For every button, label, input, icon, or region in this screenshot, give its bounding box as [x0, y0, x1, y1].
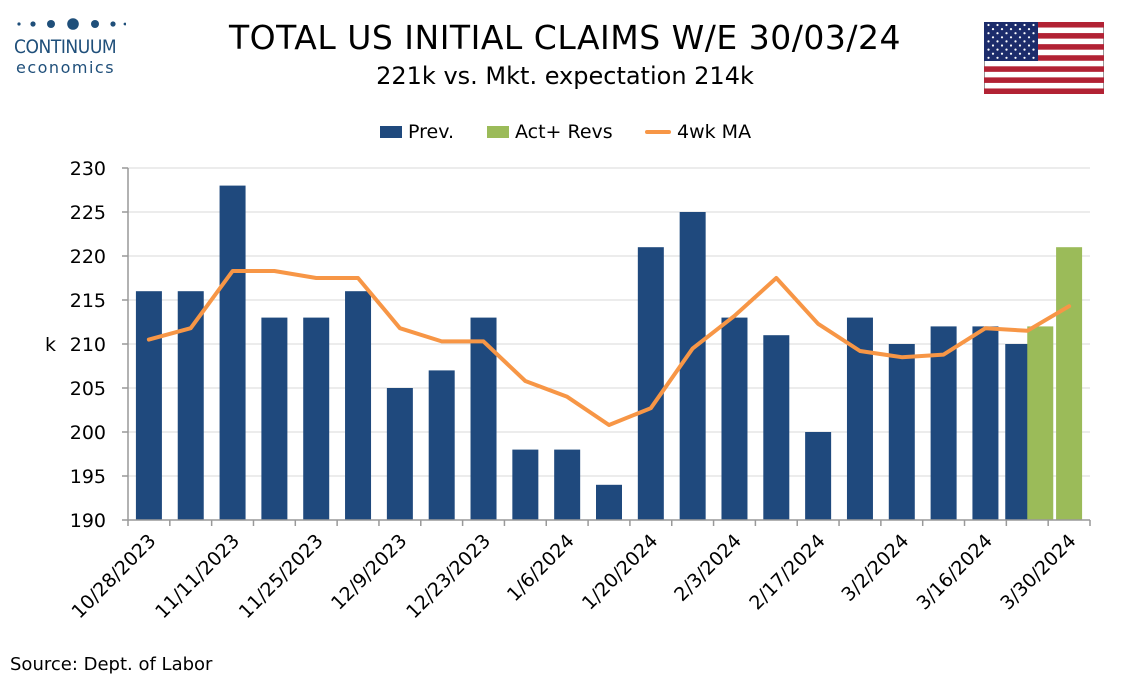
- bar-prev: [972, 326, 999, 520]
- bars-layer: [135, 185, 1083, 520]
- bar-prev: [763, 335, 790, 520]
- legend-item-act: Act+ Revs: [487, 118, 613, 146]
- bar-prev: [930, 326, 957, 520]
- legend-item-ma: 4wk MA: [645, 118, 751, 146]
- x-tick-label: 3/2/2024: [837, 530, 913, 606]
- bar-prev: [805, 432, 832, 520]
- y-tick-label: 215: [70, 290, 106, 312]
- bar-prev: [1005, 344, 1032, 520]
- bar-prev: [888, 344, 915, 520]
- legend-label-ma: 4wk MA: [677, 121, 752, 143]
- legend-swatch-prev: [380, 126, 402, 138]
- x-tick-label: 3/16/2024: [913, 530, 997, 614]
- bar-act: [1027, 326, 1054, 520]
- bar-prev: [135, 291, 162, 520]
- bar-prev: [386, 388, 413, 520]
- y-tick-label: 200: [70, 422, 106, 444]
- chart-title: TOTAL US INITIAL CLAIMS W/E 30/03/24: [229, 18, 901, 57]
- bar-prev: [303, 317, 330, 520]
- bar-prev: [512, 449, 539, 520]
- bar-prev: [679, 212, 706, 520]
- bar-prev: [554, 449, 581, 520]
- bar-prev: [721, 317, 748, 520]
- x-tick-label: 12/23/2023: [402, 530, 495, 623]
- bar-prev: [345, 291, 372, 520]
- x-tick-label: 11/11/2023: [151, 530, 244, 623]
- bar-prev: [596, 484, 622, 520]
- x-tick-label: 12/9/2023: [327, 530, 411, 614]
- legend-label-act: Act+ Revs: [515, 121, 613, 143]
- x-tick-label: 2/17/2024: [745, 530, 829, 614]
- legend-swatch-ma: [645, 130, 671, 134]
- chart-legend: Prev. Act+ Revs 4wk MA: [0, 118, 1134, 146]
- bar-prev: [637, 247, 664, 520]
- bar-prev: [428, 370, 455, 520]
- chart-subtitle: 221k vs. Mkt. expectation 214k: [376, 62, 754, 90]
- bar-prev: [261, 317, 288, 520]
- bar-prev: [219, 185, 246, 520]
- y-tick-label: 190: [70, 510, 106, 532]
- logo-sub: economics: [16, 58, 116, 77]
- y-tick-label: 210: [70, 334, 106, 356]
- continuum-logo: CONTINUUM economics: [10, 12, 140, 82]
- logo-dots-icon: [17, 18, 126, 30]
- y-tick-label: 220: [70, 246, 106, 268]
- y-tick-label: 205: [70, 378, 106, 400]
- y-axis-label: k: [45, 334, 56, 356]
- logo-word: CONTINUUM: [14, 36, 117, 58]
- bar-act: [1056, 247, 1083, 520]
- y-tick-label: 225: [70, 202, 106, 224]
- legend-label-prev: Prev.: [408, 121, 455, 143]
- x-tick-label: 1/6/2024: [503, 530, 579, 606]
- bar-prev: [846, 317, 873, 520]
- us-flag-icon: [984, 22, 1104, 94]
- x-tick-label: 2/3/2024: [670, 530, 746, 606]
- x-tick-label: 11/25/2023: [235, 530, 328, 623]
- y-tick-label: 195: [70, 466, 106, 488]
- x-tick-label: 1/20/2024: [578, 530, 662, 614]
- legend-swatch-act: [487, 126, 509, 138]
- y-tick-label: 230: [70, 158, 106, 180]
- grid-layer: [128, 167, 1090, 477]
- line-layer: [146, 269, 1072, 427]
- x-tick-label: 10/28/2023: [67, 530, 160, 623]
- line-4wk-ma: [146, 269, 1072, 427]
- source-note: Source: Dept. of Labor: [10, 654, 213, 675]
- x-tick-label: 3/30/2024: [996, 530, 1080, 614]
- legend-item-prev: Prev.: [380, 118, 454, 146]
